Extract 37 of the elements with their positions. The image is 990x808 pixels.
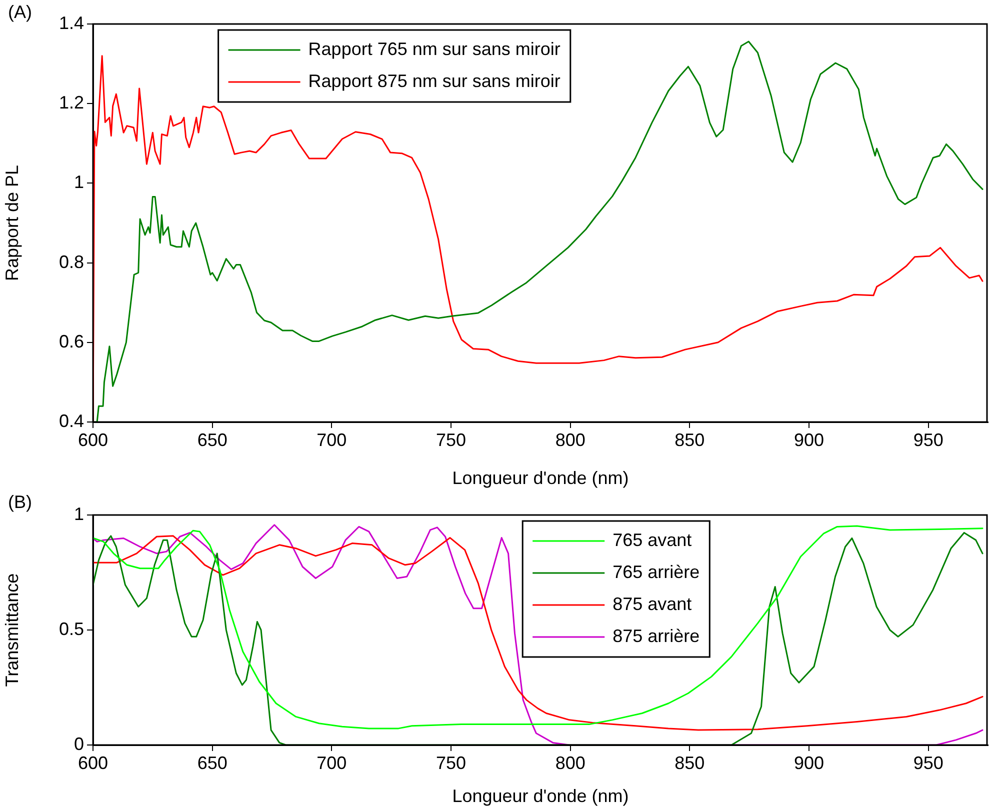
x-tick-label: 750	[436, 752, 466, 773]
y-tick-label: 1	[74, 504, 84, 524]
x-tick-label: 950	[913, 752, 944, 773]
y-tick-label: 1	[74, 172, 84, 192]
x-axis-title: Longueur d'onde (nm)	[452, 786, 629, 806]
text: (B)	[8, 492, 32, 512]
legend-label: 875 arrière	[612, 626, 700, 646]
x-tick-label: 850	[674, 430, 705, 450]
legend-label: 875 avant	[612, 594, 692, 614]
x-tick-label: 650	[197, 430, 228, 450]
y-tick-label: 1.2	[58, 92, 84, 113]
x-tick-label: 900	[794, 430, 824, 450]
y-tick-label: 0.4	[58, 410, 84, 431]
x-tick-label: 700	[316, 752, 347, 773]
x-tick-label: 850	[674, 752, 705, 773]
legend-label: 765 avant	[612, 530, 692, 550]
y-tick-label: 0.5	[58, 618, 84, 639]
x-axis-title: Longueur d'onde (nm)	[452, 468, 629, 488]
x-tick-label: 750	[436, 430, 466, 450]
x-tick-label: 650	[197, 752, 228, 773]
y-axis-title: Transmittance	[2, 573, 22, 687]
x-tick-label: 700	[316, 430, 347, 450]
x-tick-label: 800	[555, 752, 586, 773]
legend-label: Rapport 875 nm sur sans miroir	[308, 70, 560, 91]
y-tick-label: 0.8	[58, 252, 84, 272]
y-tick-label: 0	[74, 734, 84, 754]
legend-label: Rapport 765 nm sur sans miroir	[308, 38, 560, 59]
y-tick-label: 1.4	[58, 12, 84, 33]
x-tick-label: 600	[78, 752, 108, 773]
x-tick-label: 900	[794, 752, 824, 773]
x-tick-label: 800	[555, 430, 586, 450]
x-tick-label: 600	[78, 430, 108, 450]
x-tick-label: 950	[913, 430, 944, 450]
legend-label: 765 arrière	[612, 562, 700, 582]
y-axis-title: Rapport de PL	[2, 164, 22, 282]
text: (A)	[8, 2, 32, 22]
y-tick-label: 0.6	[58, 331, 84, 352]
